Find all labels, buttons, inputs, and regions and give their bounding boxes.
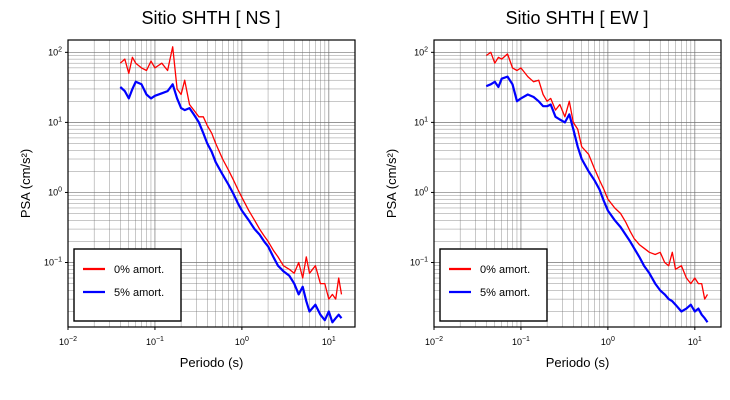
y-tick-base: 10 bbox=[48, 117, 58, 127]
legend: 0% amort. 5% amort. bbox=[73, 248, 182, 322]
grid bbox=[433, 40, 722, 327]
legend-box bbox=[439, 248, 548, 322]
series-line-0 bbox=[485, 51, 709, 300]
y-tick-exponent: −1 bbox=[420, 256, 428, 263]
x-tick-base: 10 bbox=[512, 337, 522, 347]
chart-panel-0: Sitio SHTH [ NS ]10−2 10−1 100 10110−110010… bbox=[18, 8, 356, 370]
x-tick-label: 101 bbox=[688, 336, 702, 347]
x-tick-exponent: −1 bbox=[156, 336, 164, 343]
chart-title: Sitio SHTH [ EW ] bbox=[505, 8, 648, 28]
chart-panel-1: Sitio SHTH [ EW ]10−2 10−1 100 10110−110010… bbox=[384, 8, 722, 370]
y-tick-label: 10−1 bbox=[410, 256, 428, 267]
x-tick-exponent: 1 bbox=[698, 336, 702, 343]
x-tick-base: 10 bbox=[601, 337, 611, 347]
x-tick-exponent: 1 bbox=[332, 336, 336, 343]
series-line-1 bbox=[119, 80, 343, 324]
y-tick-base: 10 bbox=[414, 117, 424, 127]
plot-frame bbox=[433, 39, 722, 328]
x-tick-label: 10−2 bbox=[425, 336, 443, 347]
x-tick-base: 10 bbox=[235, 337, 245, 347]
x-tick-base: 10 bbox=[322, 337, 332, 347]
legend: 0% amort. 5% amort. bbox=[439, 248, 548, 322]
y-axis-label: PSA (cm/s²) bbox=[384, 149, 399, 218]
y-tick-label: 101 bbox=[414, 116, 428, 127]
x-tick-exponent: 0 bbox=[245, 336, 249, 343]
y-tick-base: 10 bbox=[44, 257, 54, 267]
x-tick-label: 100 bbox=[235, 336, 249, 347]
x-axis-label: Periodo (s) bbox=[546, 355, 610, 370]
x-axis-label: Periodo (s) bbox=[180, 355, 244, 370]
legend-label-0: 0% amort. bbox=[480, 264, 530, 276]
x-tick-exponent: −2 bbox=[69, 336, 77, 343]
y-tick-label: 100 bbox=[48, 186, 62, 197]
series-line-0 bbox=[119, 46, 343, 300]
y-tick-exponent: 1 bbox=[58, 116, 62, 123]
chart-title: Sitio SHTH [ NS ] bbox=[141, 8, 280, 28]
y-axis-label: PSA (cm/s²) bbox=[18, 149, 33, 218]
x-tick-base: 10 bbox=[146, 337, 156, 347]
y-tick-base: 10 bbox=[414, 187, 424, 197]
y-tick-base: 10 bbox=[48, 47, 58, 57]
series-line-1 bbox=[485, 75, 709, 323]
x-tick-base: 10 bbox=[59, 337, 69, 347]
legend-box bbox=[73, 248, 182, 322]
y-tick-label: 100 bbox=[414, 186, 428, 197]
x-tick-label: 10−2 bbox=[59, 336, 77, 347]
plot-frame bbox=[67, 39, 356, 328]
x-tick-label: 101 bbox=[322, 336, 336, 347]
x-tick-exponent: −2 bbox=[435, 336, 443, 343]
legend-label-1: 5% amort. bbox=[114, 287, 164, 299]
x-tick-base: 10 bbox=[688, 337, 698, 347]
x-tick-exponent: 0 bbox=[611, 336, 615, 343]
x-tick-exponent: −1 bbox=[522, 336, 530, 343]
x-tick-label: 10−1 bbox=[146, 336, 164, 347]
y-tick-exponent: 2 bbox=[424, 46, 428, 53]
legend-label-1: 5% amort. bbox=[480, 287, 530, 299]
y-tick-exponent: 1 bbox=[424, 116, 428, 123]
y-tick-label: 10−1 bbox=[44, 256, 62, 267]
y-tick-label: 102 bbox=[48, 46, 62, 57]
x-tick-label: 10−1 bbox=[512, 336, 530, 347]
y-tick-base: 10 bbox=[414, 47, 424, 57]
y-tick-base: 10 bbox=[410, 257, 420, 267]
legend-label-0: 0% amort. bbox=[114, 264, 164, 276]
y-tick-exponent: −1 bbox=[54, 256, 62, 263]
y-tick-base: 10 bbox=[48, 187, 58, 197]
y-tick-label: 101 bbox=[48, 116, 62, 127]
y-tick-exponent: 0 bbox=[424, 186, 428, 193]
y-tick-label: 102 bbox=[414, 46, 428, 57]
x-tick-label: 100 bbox=[601, 336, 615, 347]
y-tick-exponent: 0 bbox=[58, 186, 62, 193]
y-tick-exponent: 2 bbox=[58, 46, 62, 53]
x-tick-base: 10 bbox=[425, 337, 435, 347]
